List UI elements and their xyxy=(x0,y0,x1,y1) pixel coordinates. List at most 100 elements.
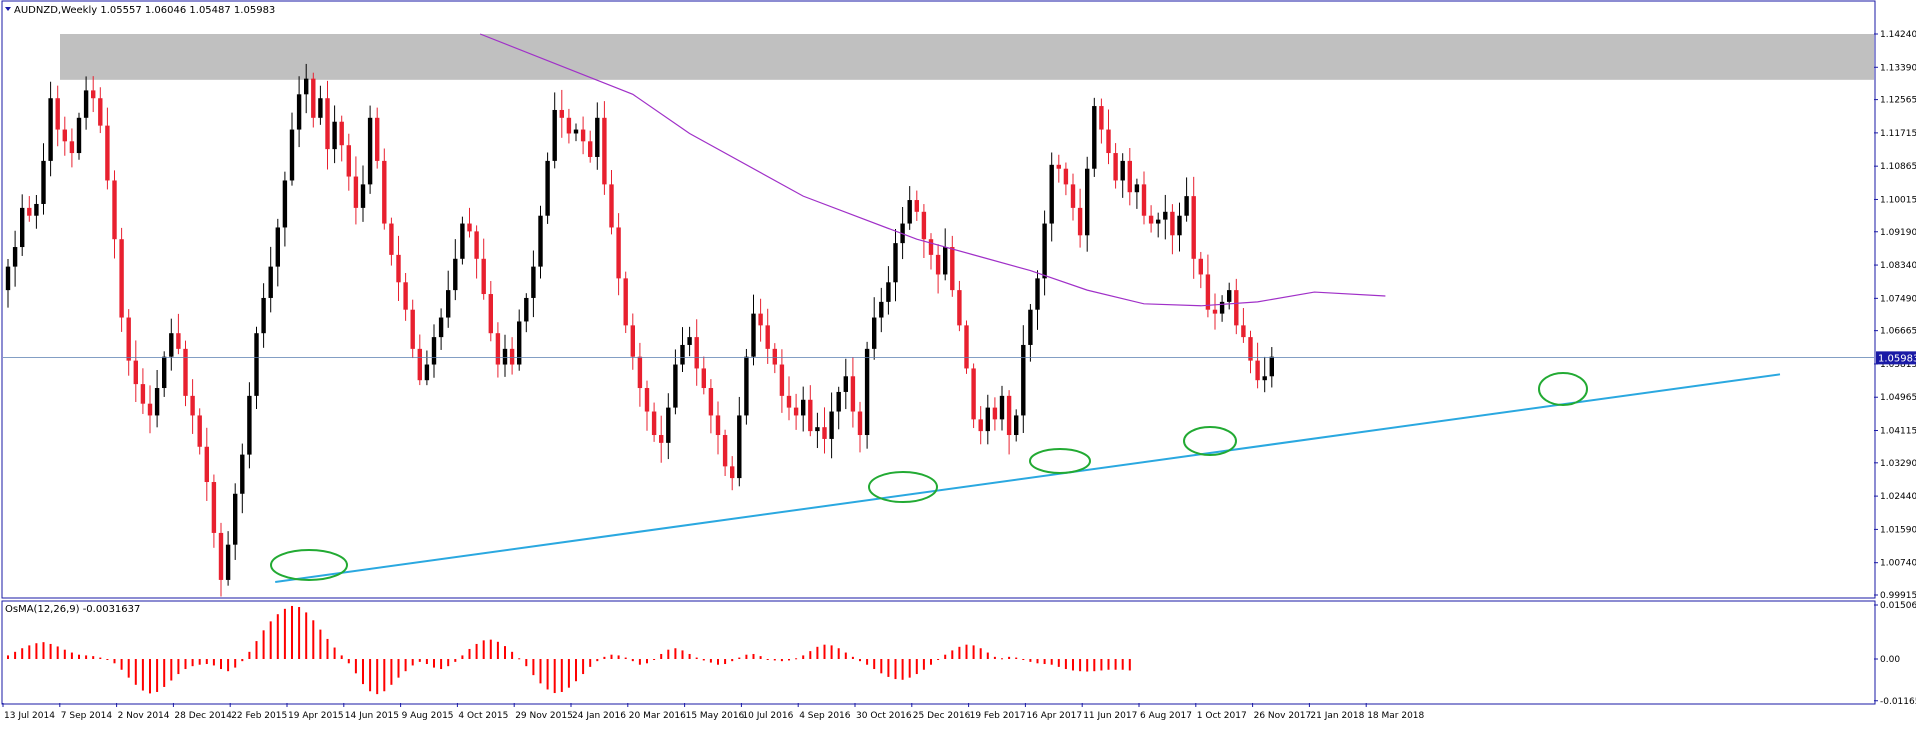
candle xyxy=(69,128,75,168)
osma-bar xyxy=(482,640,485,659)
osma-scale[interactable]: 0.015068 0.00 -0.011651 xyxy=(1874,601,1916,707)
candle xyxy=(34,194,39,229)
support-touch-circle xyxy=(868,471,938,503)
candle-body xyxy=(715,415,721,436)
candle-body xyxy=(275,227,280,267)
candle xyxy=(162,351,167,397)
candle-body xyxy=(872,317,877,349)
candle xyxy=(588,130,593,163)
osma-bar xyxy=(198,659,201,665)
candle-body xyxy=(147,403,153,416)
osma-bar xyxy=(127,659,130,678)
osma-bar xyxy=(42,642,45,659)
candle-body xyxy=(673,364,678,408)
candle-body xyxy=(1177,215,1182,236)
candle-body xyxy=(1042,223,1047,279)
candle-body xyxy=(950,247,955,291)
candle xyxy=(453,239,458,301)
candle-body xyxy=(517,321,522,365)
candle xyxy=(801,386,806,432)
osma-bar xyxy=(965,644,968,659)
osma-bar xyxy=(397,659,400,678)
candle-body xyxy=(651,411,657,436)
candle-body xyxy=(1163,211,1168,220)
candle xyxy=(367,105,373,194)
candle-body xyxy=(829,411,834,439)
candle-body xyxy=(431,337,437,365)
candle xyxy=(147,385,153,434)
osma-bar xyxy=(951,650,954,659)
osma-bar xyxy=(134,659,137,685)
x-tick-label: 22 Feb 2015 xyxy=(231,711,287,721)
candle xyxy=(708,379,714,434)
candle xyxy=(751,294,756,366)
osma-bar xyxy=(241,659,244,662)
osma-bar xyxy=(120,659,123,670)
candle xyxy=(502,334,508,377)
osma-bar xyxy=(773,659,776,661)
candle xyxy=(907,186,912,230)
x-tick-label: 7 Sep 2014 xyxy=(61,711,113,721)
candle xyxy=(1021,325,1026,434)
candle xyxy=(971,363,976,429)
candle-body xyxy=(1212,309,1218,314)
candle-body xyxy=(190,395,195,416)
osma-bar xyxy=(816,646,819,659)
candle xyxy=(1255,342,1260,389)
candle xyxy=(744,348,749,425)
osma-bar xyxy=(752,653,755,659)
candle xyxy=(1248,330,1253,374)
candle-body xyxy=(808,399,813,432)
candle xyxy=(91,76,96,113)
osma-bar xyxy=(681,650,684,659)
collapse-arrow-icon[interactable] xyxy=(5,7,11,11)
candle xyxy=(1227,282,1232,310)
candle-body xyxy=(793,407,799,416)
candle xyxy=(1028,303,1033,362)
osma-bar xyxy=(276,614,279,659)
osma-bar xyxy=(653,659,656,660)
osma-bar xyxy=(745,654,748,659)
candle-body xyxy=(1120,160,1125,181)
osma-bar xyxy=(28,645,31,659)
osma-bar xyxy=(1008,656,1011,659)
time-axis[interactable]: 13 Jul 2014 7 Sep 2014 2 Nov 2014 28 Dec 20… xyxy=(2,703,1425,721)
candle-body xyxy=(1269,356,1274,377)
osma-bar xyxy=(546,659,549,690)
candle xyxy=(83,76,89,130)
osma-bar xyxy=(873,659,876,670)
candle xyxy=(282,171,288,247)
candle-body xyxy=(1170,211,1175,236)
candle xyxy=(446,270,451,328)
resistance-zone-layer xyxy=(60,34,1874,80)
y-tick-label: 1.03290 xyxy=(1880,459,1916,469)
candle-body xyxy=(98,98,103,126)
candle xyxy=(857,401,863,453)
price-scale[interactable]: 1.14240 1.13390 1.12565 1.11715 1.10865 1.100… xyxy=(1874,30,1916,601)
osma-bar xyxy=(376,659,379,695)
osma-bar xyxy=(908,659,911,678)
osma-bar xyxy=(1079,659,1082,672)
osma-bar xyxy=(433,659,435,668)
candle-body xyxy=(1134,184,1140,193)
osma-bar xyxy=(354,659,357,674)
candle-body xyxy=(509,348,515,365)
osma-bar xyxy=(930,659,932,665)
candle-body xyxy=(666,407,671,443)
candle-body xyxy=(864,348,870,436)
support-touch-circle xyxy=(1029,448,1091,474)
osma-bar xyxy=(575,659,577,682)
candle-body xyxy=(353,176,359,208)
osma-bar xyxy=(1072,659,1074,671)
candle xyxy=(1134,178,1140,209)
candle xyxy=(5,259,11,308)
candle xyxy=(1234,278,1239,335)
candle xyxy=(48,81,53,177)
candle xyxy=(1056,154,1061,183)
osma-bar xyxy=(411,659,414,666)
candle-body xyxy=(41,160,46,204)
candle xyxy=(886,266,891,315)
x-tick-label: 28 Dec 2014 xyxy=(174,711,232,721)
candle xyxy=(630,313,635,370)
